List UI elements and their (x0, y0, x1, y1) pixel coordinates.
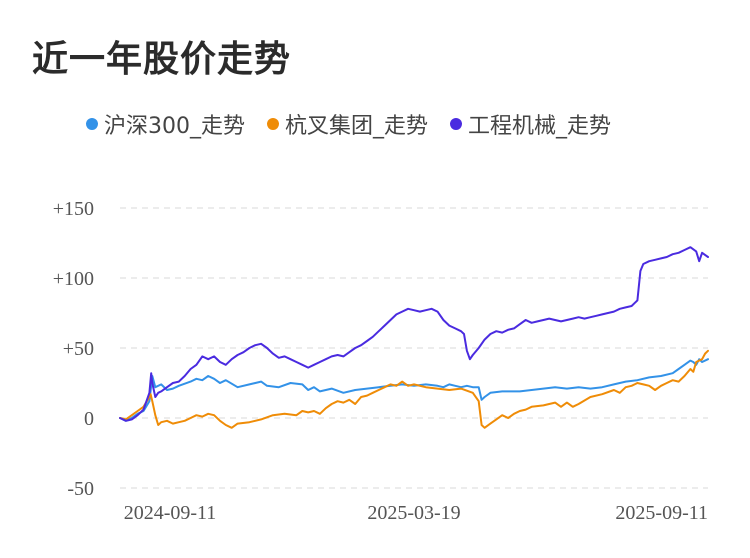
y-tick-label: +100 (53, 268, 94, 290)
chart-title: 近一年股价走势 (32, 39, 292, 80)
y-tick-label: +50 (63, 338, 94, 360)
x-axis-labels: 2024-09-11 2025-03-19 2025-09-11 (124, 502, 708, 524)
legend-marker-hs300 (86, 118, 98, 130)
legend-item-hs300[interactable]: 沪深300_走势 (86, 108, 245, 140)
y-axis-labels: +150 +100 +50 0 -50 (53, 198, 94, 500)
legend-item-hangcha[interactable]: 杭叉集团_走势 (267, 108, 428, 140)
grid-layer (120, 207, 708, 489)
y-tick-label: 0 (84, 408, 94, 430)
series-line-machinery[interactable] (119, 246, 709, 422)
x-tick-label: 2025-03-19 (367, 502, 460, 524)
legend-label-hangcha: 杭叉集团_走势 (285, 114, 429, 139)
legend-label-hs300: 沪深300_走势 (104, 114, 245, 139)
series-line-hs300[interactable] (119, 358, 709, 422)
legend-marker-hangcha (267, 118, 279, 130)
series-layer (119, 246, 709, 429)
legend-label-machinery: 工程机械_走势 (468, 114, 612, 139)
y-tick-label: +150 (53, 198, 94, 220)
legend-item-machinery[interactable]: 工程机械_走势 (450, 108, 611, 140)
y-tick-label: -50 (67, 478, 94, 500)
series-line-hangcha[interactable] (119, 349, 709, 429)
x-tick-label: 2024-09-11 (124, 502, 217, 524)
legend-marker-machinery (450, 118, 463, 130)
x-tick-label: 2025-09-11 (615, 502, 708, 524)
legend: 沪深300_走势 杭叉集团_走势 工程机械_走势 (86, 107, 633, 141)
